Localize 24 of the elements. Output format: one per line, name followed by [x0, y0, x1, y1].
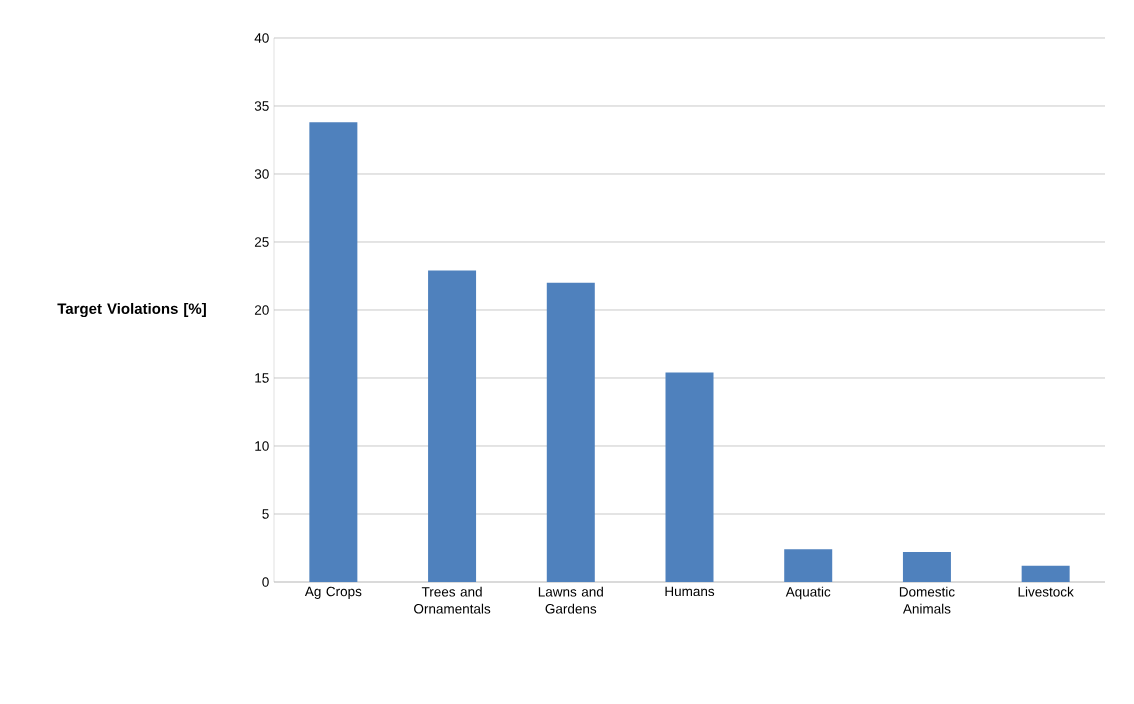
x-tick-label: Livestock [1018, 586, 1074, 597]
bar [665, 372, 714, 582]
x-tick-label: Trees and Ornamentals [414, 586, 491, 614]
x-tick-label: Ag Crops [304, 586, 362, 599]
bar [1021, 565, 1070, 582]
y-tick-label: 40 [254, 33, 269, 43]
y-tick-label: 25 [254, 237, 269, 247]
y-tick-label: 30 [254, 169, 269, 179]
x-tick-label: Humans [665, 586, 715, 597]
y-tick-label: 10 [255, 441, 269, 451]
y-tick-label: 5 [262, 509, 269, 519]
y-tick-label: 0 [262, 577, 269, 587]
y-tick-label: 20 [254, 305, 269, 315]
y-axis-title: Target Violations [%] [57, 302, 206, 318]
x-tick-label: Lawns and Gardens [538, 586, 603, 614]
bar [428, 270, 477, 582]
y-tick-label: 15 [255, 373, 269, 383]
bar [309, 122, 358, 582]
bar [546, 282, 595, 582]
x-tick-label: Domestic Animals [899, 586, 955, 614]
bar [902, 552, 951, 582]
x-tick-label: Aquatic [785, 586, 831, 600]
y-tick-label: 35 [254, 101, 269, 111]
bar [784, 549, 833, 582]
